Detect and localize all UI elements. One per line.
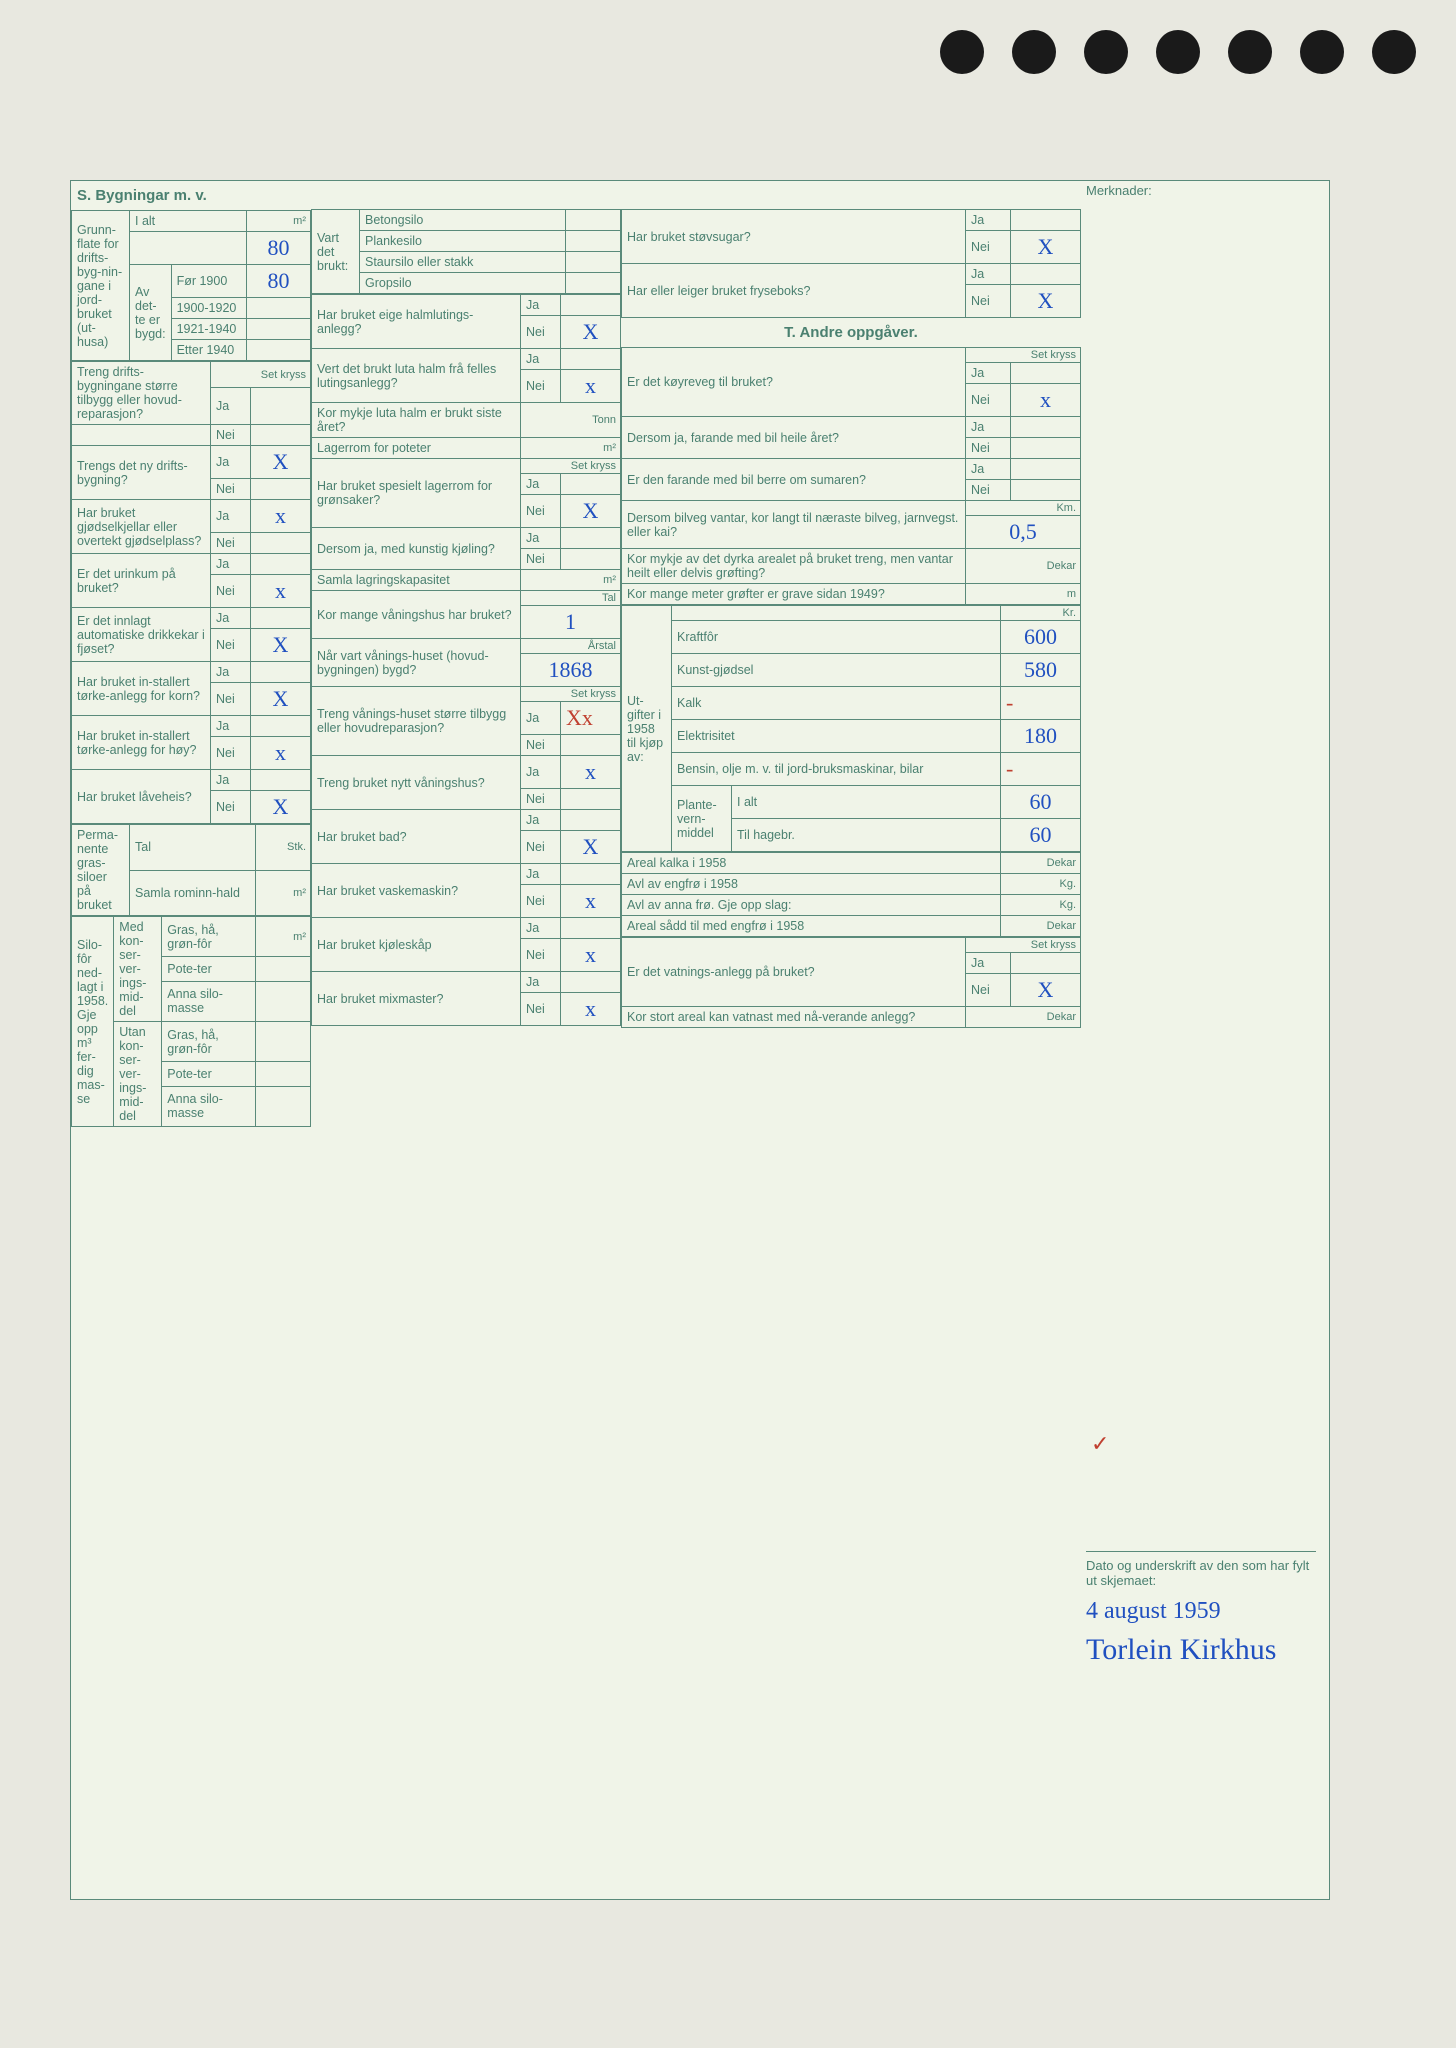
for-1900-label: Før 1900 (171, 265, 246, 298)
grunnflate-label: Grunn-flate for drifts-byg-nin-gane i jo… (72, 211, 130, 361)
torke-korn-label: Har bruket in-stallert tørke-anlegg for … (72, 662, 211, 716)
signature-date: 4 august 1959 (1086, 1598, 1316, 1625)
etter-1940-label: Etter 1940 (171, 340, 246, 361)
kalk-value: - (1006, 690, 1013, 715)
for-1900-value: 80 (247, 265, 311, 298)
bensin-value: - (1006, 756, 1013, 781)
i-alt-label: I alt (130, 211, 247, 232)
gjodsel-label: Har bruket gjødselkjellar eller overtekt… (72, 500, 211, 554)
koyreveg-nei: x (1011, 384, 1081, 417)
km-value: 0,5 (966, 516, 1081, 549)
kor-stort-label: Kor stort areal kan vatnast med nå-veran… (622, 1007, 966, 1028)
dyrka-areal-label: Kor mykje av det dyrka arealet på bruket… (622, 549, 966, 584)
silofor-label: Silo-fôr ned-lagt i 1958. Gje opp m³ fer… (72, 917, 114, 1127)
drikkekar-label: Er det innlagt automatiske drikkekar i f… (72, 608, 211, 662)
lagerrom-gron-nei: X (561, 495, 621, 528)
utgifter-label: Ut-gifter i 1958 til kjøp av: (622, 606, 672, 852)
check-mark: ✓ (1091, 1431, 1109, 1457)
nar-bygd-label: Når vart vånings-huset (hovud-bygningen)… (312, 639, 521, 687)
lagerrom-pot-label: Lagerrom for poteter (312, 438, 521, 459)
fryseboks-label: Har eller leiger bruket fryseboks? (622, 264, 966, 318)
perm-siloer-label: Perma-nente gras-siloer på bruket (72, 825, 130, 916)
signature-name: Torlein Kirkhus (1086, 1633, 1316, 1667)
laveheis-nei: X (251, 791, 311, 824)
luta-halm-label: Vert det brukt luta halm frå felles luti… (312, 349, 521, 403)
vatnings-nei: X (1011, 974, 1081, 1007)
vatnings-label: Er det vatnings-anlegg på bruket? (622, 938, 966, 1007)
vaningshus-tal: 1 (521, 606, 621, 639)
kraftfor-value: 600 (1001, 621, 1081, 654)
torke-hoy-label: Har bruket in-stallert tørke-anlegg for … (72, 716, 211, 770)
bilveg-vantar-label: Dersom bilveg vantar, kor langt til næra… (622, 501, 966, 549)
section-t-title: T. Andre oppgåver. (621, 318, 1081, 347)
m2-hdr: m² (247, 211, 311, 232)
urinkum-nei: x (251, 575, 311, 608)
treng-drifts-label: Treng drifts-bygningane større tilbygg e… (72, 362, 211, 425)
merknader-label: Merknader: (1086, 183, 1152, 198)
treng-vanings-label: Treng vånings-huset større tilbygg eller… (312, 687, 521, 756)
torke-korn-nei: X (251, 683, 311, 716)
har-bad-nei: X (561, 831, 621, 864)
koyreveg-label: Er det køyreveg til bruket? (622, 348, 966, 417)
drikkekar-nei: X (251, 629, 311, 662)
har-bad-label: Har bruket bad? (312, 810, 521, 864)
av-dette-label: Av det-te er bygd: (130, 265, 172, 361)
treng-nytt-ja: x (561, 756, 621, 789)
samla-lager-label: Samla lagringskapasitet (312, 570, 521, 591)
trengs-ny-ja: X (251, 446, 311, 479)
stovsugar-nei: X (1011, 231, 1081, 264)
punch-holes (940, 30, 1416, 74)
kunstgjodsel-value: 580 (1001, 654, 1081, 687)
avl-engfro-label: Avl av engfrø i 1958 (622, 874, 1001, 895)
grofter-label: Kor mange meter grøfter er grave sidan 1… (622, 584, 966, 605)
trengs-ny-label: Trengs det ny drifts-bygning? (72, 446, 211, 500)
areal-sadd-label: Areal sådd til med engfrø i 1958 (622, 916, 1001, 937)
arstal-value: 1868 (521, 654, 621, 687)
farande-heile-label: Dersom ja, farande med bil heile året? (622, 417, 966, 459)
i-alt-value: 80 (247, 232, 311, 265)
signature-section: Dato og underskrift av den som har fylt … (1086, 1551, 1316, 1667)
mixmaster-label: Har bruket mixmaster? (312, 972, 521, 1026)
1921-1940-label: 1921-1940 (171, 319, 246, 340)
lagerrom-gron-label: Har bruket spesielt lagerrom for grønsak… (312, 459, 521, 528)
gjodsel-ja: x (251, 500, 311, 533)
treng-vanings-ja: Xx (566, 705, 593, 730)
laveheis-label: Har bruket låveheis? (72, 770, 211, 824)
kjoleskap-label: Har bruket kjøleskåp (312, 918, 521, 972)
kjoleskap-nei: x (561, 939, 621, 972)
vaskemaskin-label: Har bruket vaskemaskin? (312, 864, 521, 918)
halmlut-nei: X (561, 316, 621, 349)
elektrisitet-value: 180 (1001, 720, 1081, 753)
1900-1920-label: 1900-1920 (171, 298, 246, 319)
form-page: Merknader: S. Bygningar m. v. Grunn-flat… (70, 180, 1330, 1900)
mixmaster-nei: x (561, 993, 621, 1026)
signature-label: Dato og underskrift av den som har fylt … (1086, 1558, 1316, 1588)
vaskemaskin-nei: x (561, 885, 621, 918)
section-s-title: S. Bygningar m. v. (71, 181, 311, 210)
plante-ialt-value: 60 (1001, 786, 1081, 819)
treng-nytt-label: Treng bruket nytt våningshus? (312, 756, 521, 810)
areal-kalka-label: Areal kalka i 1958 (622, 853, 1001, 874)
vaningshus-label: Kor mange våningshus har bruket? (312, 591, 521, 639)
fryseboks-nei: X (1011, 285, 1081, 318)
plante-hagebr-value: 60 (1001, 819, 1081, 852)
kunstig-kjol-label: Dersom ja, med kunstig kjøling? (312, 528, 521, 570)
avl-anna-label: Avl av anna frø. Gje opp slag: (622, 895, 1001, 916)
vart-brukt-label: Vart det brukt: (312, 210, 360, 294)
farande-sumar-label: Er den farande med bil berre om sumaren? (622, 459, 966, 501)
urinkum-label: Er det urinkum på bruket? (72, 554, 211, 608)
halmlut-label: Har bruket eige halmlutings-anlegg? (312, 295, 521, 349)
kor-mykje-luta-label: Kor mykje luta halm er brukt siste året? (312, 403, 521, 438)
luta-nei: x (561, 370, 621, 403)
torke-hoy-nei: x (251, 737, 311, 770)
stovsugar-label: Har bruket støvsugar? (622, 210, 966, 264)
